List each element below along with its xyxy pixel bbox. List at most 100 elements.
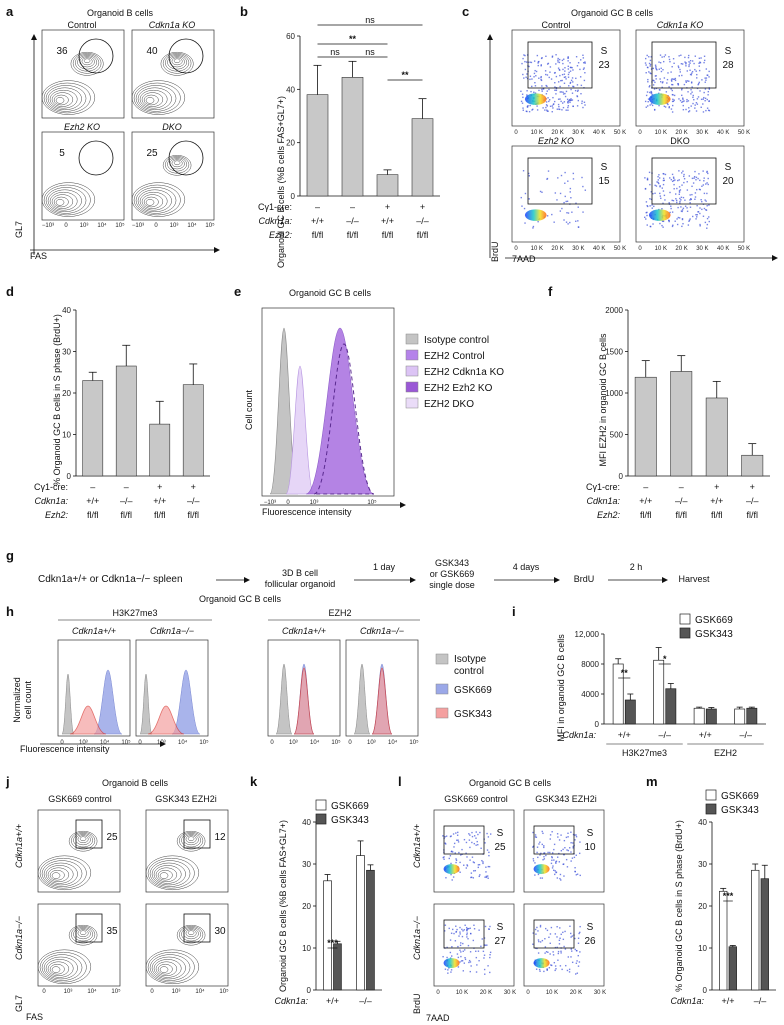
event-dot — [576, 84, 579, 86]
event-dot — [678, 98, 680, 100]
event-dot — [554, 873, 556, 876]
event-dot — [473, 870, 475, 872]
event-dot — [551, 213, 553, 216]
panel-b: b Organoid GC B cells (%B cells FAS+GL7+… — [240, 4, 440, 268]
contour-line — [151, 956, 186, 980]
category-label: –/– — [359, 996, 372, 1006]
event-dot — [584, 72, 586, 74]
contour-line — [51, 194, 74, 209]
event-dot — [472, 861, 475, 863]
event-dot — [658, 68, 660, 70]
event-dot — [690, 74, 693, 76]
y-tick-label: 1500 — [605, 348, 623, 357]
event-dot — [488, 928, 490, 930]
event-dot — [650, 198, 653, 201]
bar-gsk343 — [366, 869, 375, 991]
event-dot — [582, 106, 584, 109]
event-dot — [554, 933, 557, 935]
event-dot — [568, 847, 571, 849]
event-dot — [464, 958, 467, 961]
event-dot — [572, 69, 574, 71]
event-dot — [561, 207, 563, 210]
y-tick-label: 40 — [62, 306, 71, 315]
legend-swatch — [705, 803, 717, 815]
bar-gsk343 — [728, 946, 737, 991]
event-dot — [567, 180, 569, 182]
event-dot — [575, 854, 577, 856]
event-dot — [649, 91, 651, 94]
event-dot — [577, 89, 579, 92]
y-tick-label: 20 — [286, 139, 295, 148]
event-dot — [680, 206, 682, 208]
panel-l-xlabel: 7AAD — [426, 1013, 450, 1023]
event-dot — [566, 98, 569, 101]
event-dot — [556, 856, 559, 858]
gate-rect — [75, 913, 103, 943]
event-dot — [482, 950, 485, 953]
event-dot — [654, 64, 657, 66]
event-dot — [577, 62, 580, 64]
condition-row-label: Ezh2: — [269, 230, 293, 240]
event-dot — [543, 852, 546, 854]
panel-c-xlabel: 7AAD — [512, 254, 536, 264]
plot-frame — [523, 809, 605, 893]
event-dot — [452, 851, 454, 853]
event-dot — [538, 89, 540, 92]
event-dot — [554, 946, 557, 949]
event-dot — [672, 78, 675, 80]
event-dot — [576, 972, 579, 974]
event-dot — [583, 67, 585, 69]
event-dot — [686, 207, 688, 209]
event-dot — [682, 223, 684, 225]
gate-percent: 36 — [56, 46, 68, 57]
event-dot — [539, 841, 541, 843]
group-label: H3K27me3 — [622, 748, 667, 758]
event-dot — [653, 108, 656, 111]
event-dot — [578, 961, 581, 963]
event-dot — [567, 223, 569, 225]
event-dot — [682, 100, 684, 103]
event-dot — [577, 954, 579, 957]
event-dot — [545, 951, 548, 953]
event-dot — [681, 74, 683, 77]
event-dot — [455, 859, 458, 862]
event-dot — [582, 211, 584, 213]
contour-line — [143, 94, 159, 106]
event-dot — [705, 209, 707, 211]
histogram-gsk343 — [371, 667, 393, 735]
event-dot — [707, 74, 709, 76]
event-dot — [534, 69, 536, 72]
event-dot — [674, 179, 676, 181]
event-dot — [533, 72, 536, 75]
y-tick-label: 40 — [698, 818, 707, 827]
x-tick-label: 0 — [42, 989, 46, 995]
event-dot — [680, 196, 683, 199]
event-dot — [460, 951, 462, 953]
event-dot — [528, 175, 530, 177]
event-dot — [570, 860, 572, 862]
event-dot — [572, 85, 574, 88]
category-label: +/+ — [721, 996, 734, 1006]
event-dot — [686, 189, 689, 191]
event-dot — [522, 73, 524, 76]
event-dot — [558, 68, 561, 71]
event-dot — [692, 215, 694, 218]
event-dot — [566, 200, 569, 202]
event-dot — [649, 59, 652, 62]
event-dot — [645, 218, 647, 220]
event-dot — [558, 943, 561, 945]
event-dot — [700, 106, 702, 108]
event-dot — [536, 54, 539, 57]
event-dot — [664, 173, 667, 176]
event-dot — [569, 187, 572, 190]
event-dot — [567, 57, 569, 59]
event-dot — [694, 198, 696, 200]
event-dot — [700, 57, 702, 59]
event-dot — [469, 927, 471, 929]
panel-k: k Organoid GC B cells (%B cells FAS+GL7+… — [250, 774, 382, 1006]
x-tick-label: 0 — [638, 246, 642, 252]
event-dot — [681, 94, 683, 97]
event-dot — [698, 69, 701, 72]
condition-row-value: fl/fl — [347, 230, 359, 240]
